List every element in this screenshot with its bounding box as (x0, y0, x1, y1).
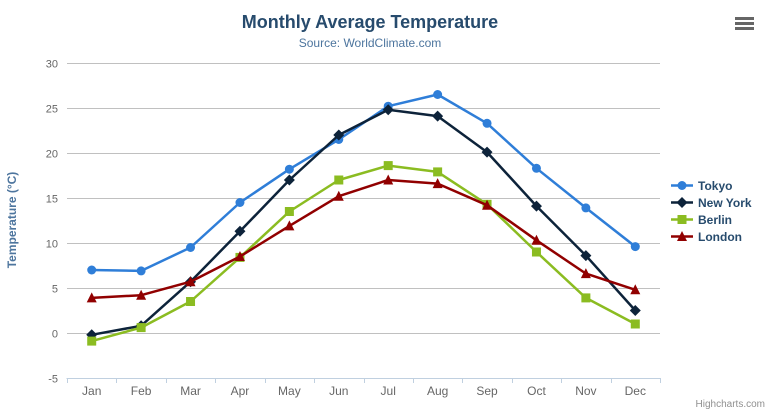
series-marker-tokyo (630, 242, 640, 252)
y-axis-label: 30 (46, 59, 58, 71)
y-axis-label: 10 (46, 239, 58, 251)
legend-item-tokyo[interactable]: Tokyo (671, 177, 752, 194)
series-marker-london (86, 292, 97, 303)
x-axis-label: Apr (231, 384, 250, 398)
series-marker-new-york (481, 146, 493, 158)
y-axis-label: 0 (52, 329, 58, 341)
series-line-new-york (90, 108, 637, 337)
series-marker-berlin (383, 161, 393, 171)
series-marker-london (234, 251, 245, 261)
x-axis-label: Mar (180, 384, 201, 398)
x-axis-label: Dec (625, 384, 646, 398)
x-axis-label: Jun (329, 384, 348, 398)
hamburger-icon (735, 17, 754, 20)
x-axis-label: Nov (575, 384, 596, 398)
series-marker-new-york (333, 129, 345, 141)
legend: Tokyo New York Berlin London (671, 177, 752, 245)
series-marker-london (284, 220, 295, 231)
series-marker-berlin (334, 175, 344, 185)
series-marker-london (432, 178, 443, 189)
series-marker-tokyo (186, 243, 196, 252)
y-axis-label: -5 (48, 374, 58, 386)
legend-item-berlin[interactable]: Berlin (671, 211, 752, 228)
series-marker-berlin (284, 207, 294, 216)
y-axis-label: 5 (52, 284, 58, 296)
y-axis-label: 15 (46, 194, 58, 206)
x-axis-label: Jan (82, 384, 101, 398)
series-marker-berlin (136, 323, 146, 333)
y-axis-label: 20 (46, 149, 58, 161)
legend-label: London (698, 229, 742, 244)
x-axis-label: May (278, 384, 301, 398)
hamburger-icon (735, 27, 754, 30)
series-marker-london (383, 174, 394, 185)
series-marker-berlin (186, 297, 196, 306)
tokyo-legend-marker-icon (671, 181, 693, 190)
y-axis-label: 25 (46, 104, 58, 116)
london-legend-marker-icon (671, 231, 693, 241)
series-marker-new-york (234, 225, 246, 237)
y-axis-title: Temperature (°C) (5, 171, 19, 269)
series-marker-london (185, 276, 196, 287)
legend-item-london[interactable]: London (671, 228, 752, 245)
series-marker-new-york (283, 174, 295, 186)
legend-item-new-york[interactable]: New York (671, 194, 752, 211)
new-york-legend-marker-icon (671, 197, 693, 208)
series-marker-tokyo (235, 198, 245, 207)
series-marker-tokyo (531, 163, 541, 173)
x-axis-label: Oct (527, 384, 546, 398)
legend-label: Berlin (698, 212, 733, 227)
series-marker-tokyo (136, 266, 146, 276)
hamburger-icon (735, 22, 754, 25)
x-axis-label: Sep (476, 384, 498, 398)
series-marker-tokyo (284, 164, 294, 174)
series-marker-tokyo (433, 90, 443, 99)
chart-subtitle: Source: WorldClimate.com (298, 36, 442, 50)
series-marker-london (630, 284, 641, 295)
series-marker-new-york (629, 305, 641, 316)
legend-label: Tokyo (698, 178, 733, 193)
series-marker-tokyo (87, 265, 97, 275)
chart-title: Monthly Average Temperature (241, 12, 499, 32)
series-marker-berlin (581, 293, 591, 303)
series-marker-london (482, 199, 493, 210)
series-marker-london (531, 234, 542, 245)
credits-link[interactable]: Highcharts.com (695, 399, 765, 410)
series-line-berlin (90, 164, 637, 343)
series-marker-london (333, 190, 344, 201)
x-axis-label: Feb (131, 384, 152, 398)
series-marker-berlin (630, 319, 640, 329)
berlin-legend-marker-icon (671, 215, 693, 224)
series-marker-london (580, 268, 591, 279)
series-marker-berlin (87, 336, 97, 346)
series-marker-new-york (432, 110, 444, 122)
series-line-tokyo (90, 93, 637, 273)
series-line-london (90, 178, 637, 300)
series-marker-tokyo (581, 203, 591, 213)
series-marker-berlin (433, 167, 443, 177)
series-marker-berlin (531, 247, 541, 257)
series-marker-new-york (580, 250, 592, 262)
series-marker-new-york (530, 200, 542, 212)
x-axis-label: Jul (381, 384, 396, 398)
x-axis-label: Aug (427, 384, 448, 398)
export-menu-button[interactable] (733, 14, 757, 36)
series-marker-tokyo (482, 118, 492, 128)
legend-label: New York (698, 195, 752, 210)
series-marker-new-york (382, 104, 394, 116)
series-marker-london (136, 289, 147, 300)
